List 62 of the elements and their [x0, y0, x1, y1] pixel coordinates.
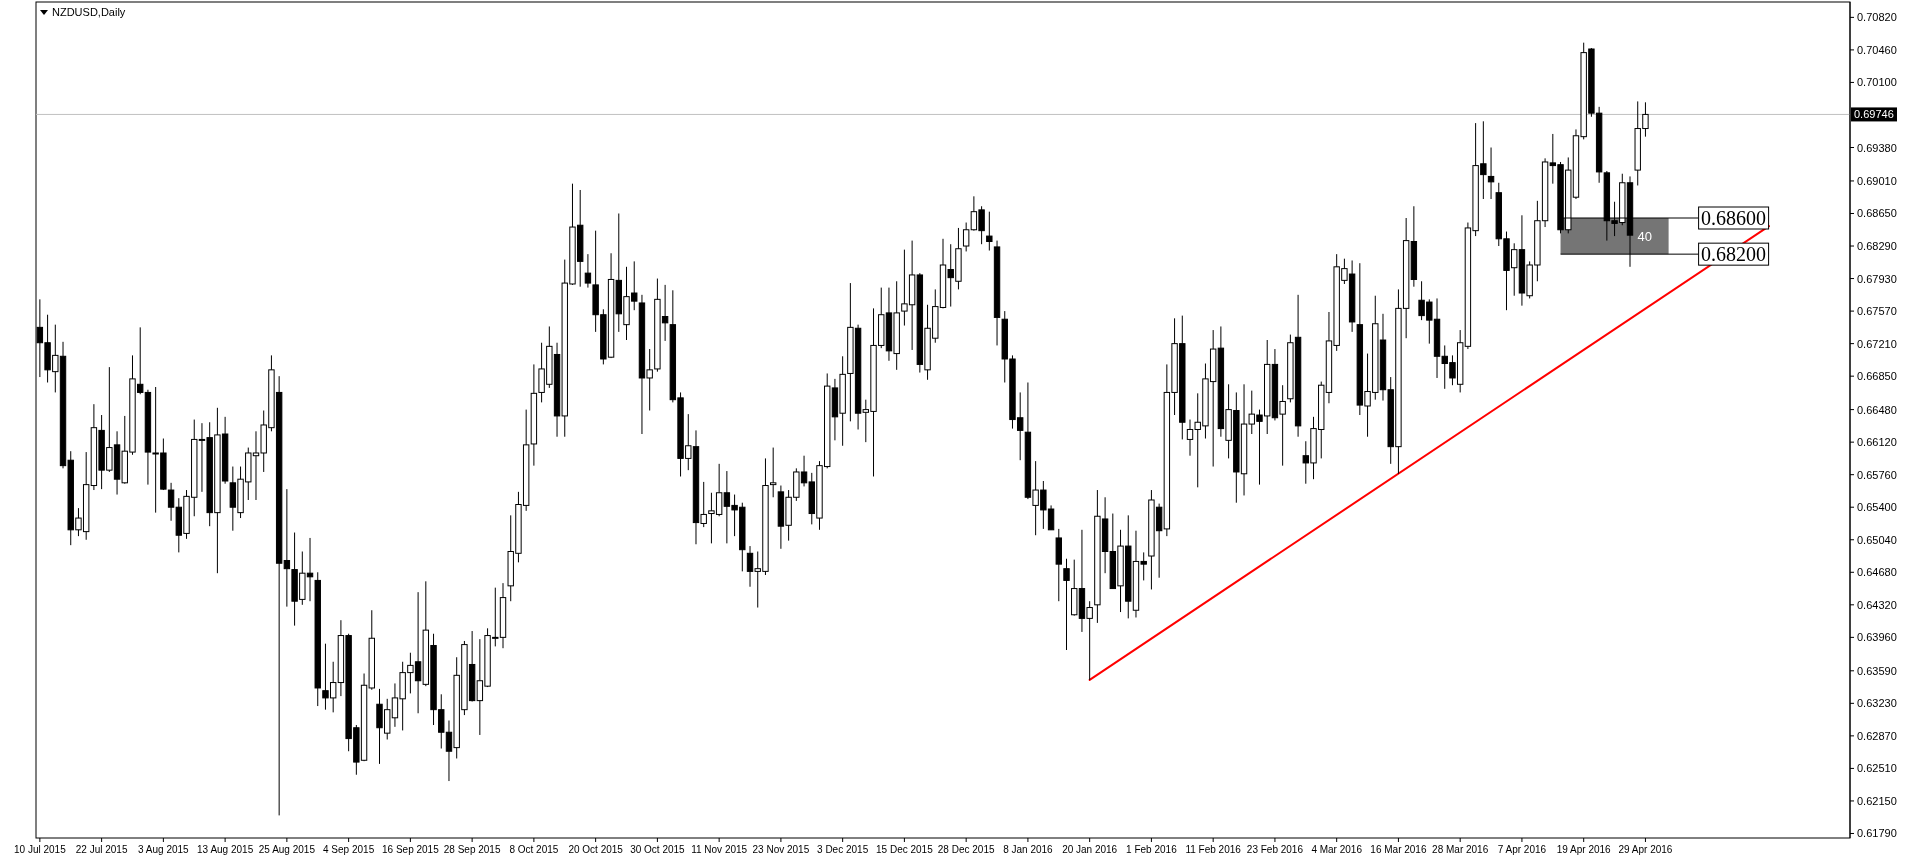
candlestick [769, 447, 777, 498]
x-tick-label: 11 Feb 2016 [1185, 844, 1242, 855]
x-tick-label: 8 Oct 2015 [509, 844, 559, 855]
y-tick-label: 0.64680 [1857, 566, 1897, 579]
x-tick-label: 20 Oct 2015 [568, 844, 624, 855]
x-tick-label: 20 Jan 2016 [1062, 844, 1118, 855]
x-tick-label: 4 Mar 2016 [1311, 844, 1363, 855]
candlestick [1063, 558, 1070, 651]
y-tick-label: 0.68290 [1857, 240, 1897, 253]
y-tick-label: 0.64320 [1857, 598, 1897, 611]
x-tick-label: 23 Feb 2016 [1246, 844, 1304, 855]
x-tick-label: 10 Jul 2015 [14, 844, 67, 855]
y-tick-label: 0.62510 [1857, 762, 1897, 775]
x-tick-label: 25 Aug 2015 [258, 844, 316, 855]
y-tick-label: 0.67570 [1857, 305, 1897, 318]
y-tick-label: 0.62150 [1857, 794, 1897, 807]
x-tick-label: 1 Feb 2016 [1126, 844, 1178, 855]
y-tick-label: 0.67930 [1857, 272, 1897, 285]
x-tick-label: 22 Jul 2015 [75, 844, 128, 855]
y-tick-label: 0.66120 [1857, 436, 1897, 449]
y-tick-label: 0.65760 [1857, 468, 1897, 481]
x-tick-label: 4 Sep 2015 [323, 844, 375, 855]
y-tick-label: 0.63960 [1857, 631, 1897, 644]
x-tick-label: 19 Apr 2016 [1556, 844, 1612, 855]
candlestick [986, 211, 993, 252]
y-tick-label: 0.69380 [1857, 141, 1897, 154]
y-tick-label: 0.70460 [1857, 43, 1897, 56]
ref-line-label: 0.68600 [1701, 207, 1767, 229]
x-tick-label: 13 Aug 2015 [197, 844, 254, 855]
candlestick [584, 253, 592, 289]
x-tick-label: 23 Nov 2015 [752, 844, 810, 855]
y-tick-label: 0.61790 [1857, 827, 1897, 840]
y-tick-label: 0.68650 [1857, 207, 1897, 220]
x-tick-label: 28 Sep 2015 [443, 844, 501, 855]
ref-line-label: 0.68200 [1701, 243, 1767, 266]
x-tick-label: 16 Mar 2016 [1370, 844, 1427, 855]
y-tick-label: 0.66480 [1857, 403, 1897, 416]
y-tick-label: 0.66850 [1857, 370, 1897, 383]
x-tick-label: 8 Jan 2016 [1003, 844, 1054, 855]
y-tick-label: 0.70100 [1857, 76, 1897, 89]
x-tick-label: 15 Dec 2015 [876, 844, 934, 855]
x-tick-label: 16 Sep 2015 [382, 844, 440, 855]
y-tick-label: 0.63590 [1857, 664, 1897, 677]
y-tick-label: 0.69010 [1857, 174, 1897, 187]
x-tick-label: 28 Dec 2015 [937, 844, 995, 855]
band-label: 40 [1637, 229, 1653, 245]
y-tick-label: 0.65040 [1857, 533, 1897, 546]
y-tick-label: 0.62870 [1857, 729, 1897, 742]
x-tick-label: 3 Aug 2015 [138, 844, 190, 855]
y-tick-label: 0.67210 [1857, 337, 1897, 350]
x-tick-label: 11 Nov 2015 [691, 844, 748, 855]
candlestick [1487, 147, 1495, 200]
x-tick-label: 3 Dec 2015 [817, 844, 869, 855]
chart-title: NZDUSD,Daily [52, 6, 126, 18]
x-tick-label: 30 Oct 2015 [630, 844, 686, 855]
ref-line-label: 0.69746 [1854, 108, 1894, 121]
y-tick-label: 0.65400 [1857, 501, 1897, 514]
y-tick-label: 0.70820 [1857, 11, 1897, 24]
x-tick-label: 29 Apr 2016 [1618, 844, 1673, 855]
x-tick-label: 28 Mar 2016 [1432, 844, 1489, 855]
x-tick-label: 7 Apr 2016 [1497, 844, 1547, 855]
y-tick-label: 0.63230 [1857, 697, 1897, 710]
